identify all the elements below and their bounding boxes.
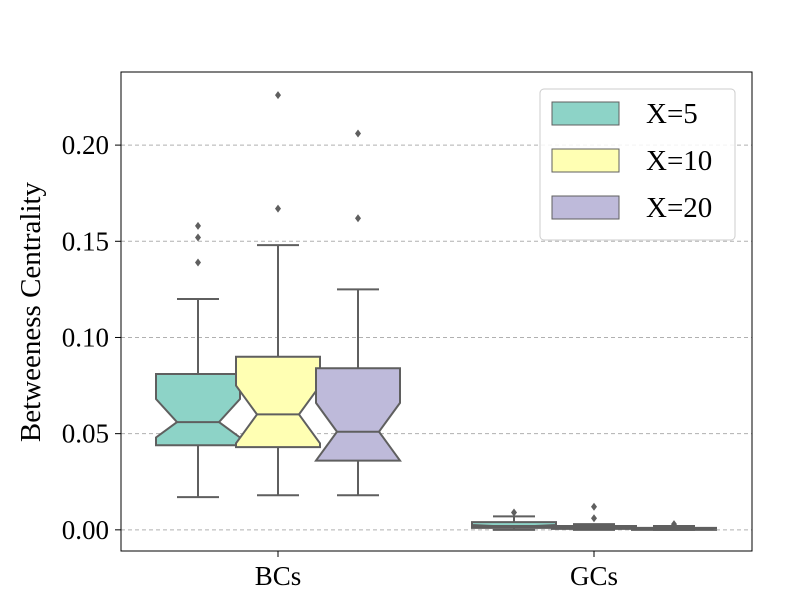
box-X=10-BCs	[235, 91, 321, 497]
box-X=10-GCs	[551, 502, 637, 531]
outlier-point	[355, 214, 361, 223]
outlier-point	[275, 204, 281, 213]
legend-swatch	[551, 195, 620, 220]
box-X=20-BCs	[314, 129, 402, 497]
legend-label: X=5	[646, 98, 698, 130]
box-body	[155, 373, 241, 447]
box-body	[314, 367, 402, 462]
y-tick-label: 0.10	[62, 322, 109, 352]
outlier-point	[275, 91, 281, 100]
legend-swatch	[551, 148, 620, 173]
outlier-point	[355, 129, 361, 138]
x-tick-label: BCs	[255, 561, 302, 591]
y-tick-label: 0.05	[62, 419, 109, 449]
box-X=5-BCs	[155, 221, 241, 499]
y-axis-ticks: 0.00 0.05 0.10 0.15 0.20	[62, 130, 121, 545]
x-tick-label: GCs	[570, 561, 618, 591]
legend-swatch	[551, 101, 620, 126]
y-tick-label: 0.00	[62, 515, 109, 545]
x-axis-ticks: BCs GCs	[255, 551, 618, 591]
box-X=20-GCs	[631, 520, 717, 531]
legend-label: X=20	[646, 192, 712, 224]
y-axis-label: Betweeness Centrality	[15, 181, 47, 442]
y-tick-label: 0.20	[62, 130, 109, 160]
outlier-point	[671, 520, 677, 529]
legend-label: X=10	[646, 145, 712, 177]
outlier-point	[195, 258, 201, 267]
box-body	[235, 355, 321, 449]
plot-area-frame	[120, 71, 753, 552]
legend: X=5 X=10 X=20	[539, 88, 736, 241]
box-X=5-GCs	[471, 508, 557, 531]
outlier-point	[591, 514, 597, 523]
outlier-point	[195, 233, 201, 242]
outlier-point	[591, 502, 597, 511]
boxes	[155, 91, 717, 531]
outlier-point	[195, 221, 201, 230]
outlier-point	[511, 508, 517, 517]
y-tick-label: 0.15	[62, 226, 109, 256]
